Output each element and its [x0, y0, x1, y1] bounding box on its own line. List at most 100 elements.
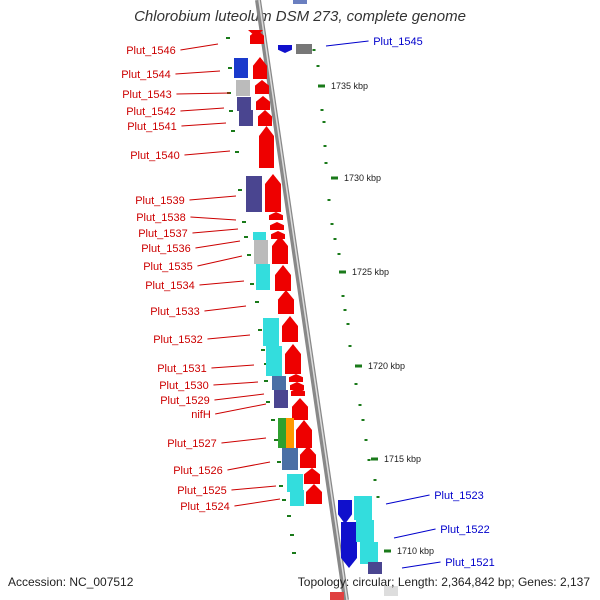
gene-label-left[interactable]: nifH — [191, 409, 211, 421]
gene-box[interactable] — [368, 562, 382, 574]
gene-label-left[interactable]: Plut_1541 — [127, 121, 177, 133]
ring-dot — [231, 130, 235, 132]
gene-label-left[interactable]: Plut_1529 — [160, 395, 210, 407]
gene-label-left[interactable]: Plut_1533 — [150, 306, 200, 318]
gene-box[interactable] — [272, 376, 286, 390]
gene-box[interactable] — [254, 240, 268, 264]
gene-box[interactable] — [286, 418, 294, 448]
gene-box[interactable] — [253, 232, 266, 240]
gene-box[interactable] — [287, 474, 303, 492]
gene-label-left[interactable]: Plut_1532 — [153, 334, 203, 346]
gene-box[interactable] — [246, 176, 262, 212]
gene-box[interactable] — [330, 592, 344, 600]
gene-label-left[interactable]: Plut_1526 — [173, 465, 223, 477]
leader-line — [204, 305, 247, 312]
gene-arrow[interactable] — [289, 374, 303, 382]
kbp-tick-mark — [339, 270, 346, 274]
gene-arrow[interactable] — [296, 420, 312, 448]
ring-dot — [367, 459, 371, 461]
gene-label-left[interactable]: Plut_1539 — [135, 195, 185, 207]
gene-box[interactable] — [256, 264, 270, 290]
gene-arrow[interactable] — [258, 110, 272, 126]
ring-dot — [250, 283, 254, 285]
gene-label-left[interactable]: Plut_1543 — [122, 89, 172, 101]
gene-box[interactable] — [239, 110, 253, 126]
gene-box[interactable] — [263, 318, 279, 346]
ring-dot — [238, 189, 242, 191]
gene-label-right[interactable]: Plut_1521 — [445, 557, 495, 569]
ring-dot — [333, 238, 337, 240]
gene-box[interactable] — [360, 542, 378, 564]
ring-dot — [235, 151, 239, 153]
gene-box[interactable] — [282, 448, 298, 470]
gene-label-right[interactable]: Plut_1522 — [440, 524, 490, 536]
gene-label-left[interactable]: Plut_1527 — [167, 438, 217, 450]
gene-arrow[interactable] — [306, 484, 322, 504]
kbp-tick-label: 1735 kbp — [331, 81, 368, 91]
gene-box[interactable] — [293, 0, 307, 4]
gene-box[interactable] — [290, 490, 304, 506]
gene-box[interactable] — [274, 390, 288, 408]
gene-arrow[interactable] — [338, 500, 352, 524]
gene-label-left[interactable]: Plut_1540 — [130, 150, 180, 162]
gene-label-left[interactable]: Plut_1538 — [136, 212, 186, 224]
gene-label-left[interactable]: Plut_1535 — [143, 261, 193, 273]
gene-arrow[interactable] — [304, 468, 320, 484]
gene-label-left[interactable]: Plut_1537 — [138, 228, 188, 240]
gene-label-left[interactable]: Plut_1531 — [157, 363, 207, 375]
gene-box[interactable] — [237, 97, 251, 111]
gene-arrow[interactable] — [271, 231, 285, 239]
gene-box[interactable] — [236, 80, 250, 96]
gene-arrow[interactable] — [272, 236, 288, 264]
gene-arrow[interactable] — [253, 57, 267, 79]
leader-line — [393, 528, 436, 539]
gene-label-left[interactable]: Plut_1536 — [141, 243, 191, 255]
gene-label-right[interactable]: Plut_1545 — [373, 36, 423, 48]
gene-arrow[interactable] — [285, 344, 301, 374]
ring-dot — [242, 221, 246, 223]
gene-arrow[interactable] — [255, 80, 269, 94]
gene-label-left[interactable]: Plut_1546 — [126, 45, 176, 57]
gene-box[interactable] — [354, 496, 372, 520]
leader-line — [401, 561, 441, 569]
gene-arrow[interactable] — [290, 382, 304, 390]
gene-label-left[interactable]: Plut_1524 — [180, 501, 230, 513]
leader-line — [181, 122, 227, 127]
leader-line — [385, 494, 430, 505]
gene-arrow[interactable] — [248, 30, 263, 37]
gene-box[interactable] — [234, 58, 248, 78]
gene-box[interactable] — [266, 346, 282, 376]
ring-dot — [323, 145, 327, 147]
kbp-tick-label: 1715 kbp — [384, 454, 421, 464]
gene-box[interactable] — [356, 520, 374, 542]
gene-label-left[interactable]: Plut_1525 — [177, 485, 227, 497]
gene-arrow[interactable] — [278, 290, 294, 314]
gene-label-left[interactable]: Plut_1534 — [145, 280, 195, 292]
ring-dot — [312, 49, 316, 51]
gene-arrow[interactable] — [300, 446, 316, 468]
gene-arrow[interactable] — [270, 222, 284, 230]
leader-line — [215, 403, 267, 415]
gene-box[interactable] — [384, 586, 398, 596]
leader-line — [221, 437, 267, 444]
gene-arrow[interactable] — [259, 126, 274, 168]
gene-box[interactable] — [278, 418, 286, 448]
gene-arrow[interactable] — [278, 45, 292, 53]
leader-line — [175, 70, 221, 75]
gene-arrow[interactable] — [291, 388, 305, 396]
gene-label-right[interactable]: Plut_1523 — [434, 490, 484, 502]
gene-arrow[interactable] — [341, 522, 357, 568]
gene-box[interactable] — [296, 44, 312, 54]
gene-arrow[interactable] — [265, 174, 281, 212]
gene-arrow[interactable] — [256, 96, 270, 110]
leader-line — [184, 150, 231, 156]
gene-label-left[interactable]: Plut_1542 — [126, 106, 176, 118]
gene-label-left[interactable]: Plut_1530 — [159, 380, 209, 392]
gene-arrow[interactable] — [269, 212, 283, 220]
gene-label-left[interactable]: Plut_1544 — [121, 69, 171, 81]
topology-text: Topology: circular; Length: 2,364,842 bp… — [297, 575, 590, 589]
gene-arrow[interactable] — [275, 265, 291, 291]
gene-arrow[interactable] — [282, 316, 298, 342]
gene-arrow[interactable] — [292, 398, 308, 420]
ring-dot — [244, 236, 248, 238]
